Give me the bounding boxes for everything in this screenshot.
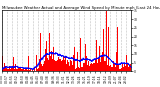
Text: Milwaukee Weather Actual and Average Wind Speed by Minute mph (Last 24 Hours): Milwaukee Weather Actual and Average Win… — [2, 6, 160, 10]
